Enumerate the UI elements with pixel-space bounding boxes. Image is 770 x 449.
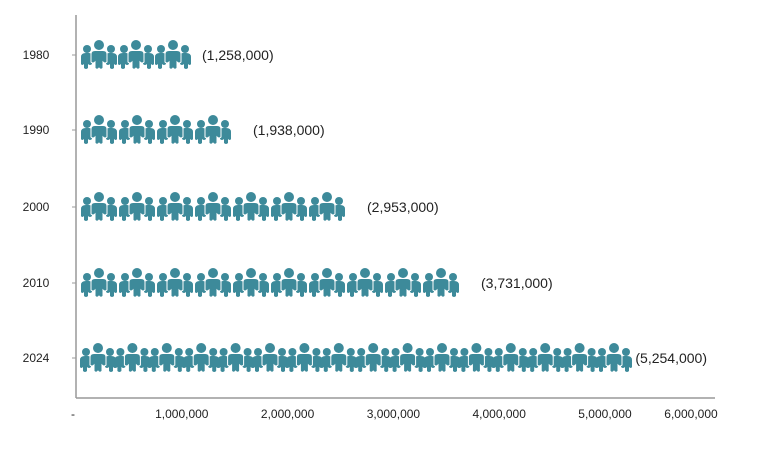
x-tick-label: 4,000,000	[473, 407, 527, 421]
y-category-label: 2024	[23, 351, 50, 365]
x-tick-label: 2,000,000	[261, 407, 315, 421]
data-label: (5,254,000)	[635, 350, 707, 366]
people-group-icon	[309, 192, 345, 222]
people-group-icon	[233, 192, 269, 222]
data-label: (1,938,000)	[253, 122, 325, 138]
people-group-icon	[81, 192, 117, 222]
people-group-icon	[81, 40, 117, 70]
x-tick-label: 6,000,000	[664, 407, 718, 421]
y-category-label: 2000	[23, 200, 50, 214]
people-group-icon	[271, 192, 307, 222]
y-category-label: 1990	[23, 123, 50, 137]
people-group-icon	[492, 343, 529, 373]
people-group-icon	[148, 343, 185, 373]
people-group-icon	[183, 343, 220, 373]
people-group-icon	[157, 268, 193, 298]
people-group-icon	[385, 268, 421, 298]
people-group-icon	[81, 115, 117, 145]
people-group-icon	[119, 268, 155, 298]
people-group-icon	[119, 192, 155, 222]
bar-2010	[81, 268, 459, 298]
x-tick-label: 3,000,000	[367, 407, 421, 421]
people-group-icon	[424, 343, 460, 373]
bar-1990	[81, 115, 231, 145]
y-category-label: 2010	[23, 276, 50, 290]
data-label: (2,953,000)	[367, 199, 439, 215]
people-group-icon	[561, 343, 598, 373]
people-group-icon	[233, 268, 269, 298]
bar-2024	[80, 343, 632, 373]
people-group-icon	[355, 343, 392, 373]
people-group-icon	[157, 192, 193, 222]
x-tick-label: 5,000,000	[578, 407, 632, 421]
people-group-icon	[252, 343, 288, 373]
bar-1980	[81, 40, 191, 70]
x-tick-label: -	[71, 407, 75, 421]
data-label: (1,258,000)	[202, 47, 274, 63]
people-group-icon	[157, 115, 193, 145]
people-group-icon	[320, 343, 357, 373]
people-group-icon	[389, 343, 426, 373]
people-group-icon	[80, 343, 116, 373]
people-group-icon	[195, 115, 231, 145]
people-group-icon	[195, 192, 231, 222]
people-group-icon	[271, 268, 307, 298]
bar-2000	[81, 192, 345, 222]
y-category-label: 1980	[23, 48, 50, 62]
people-group-icon	[81, 268, 117, 298]
people-group-icon	[309, 268, 345, 298]
people-group-icon	[286, 343, 323, 373]
people-group-icon	[423, 268, 459, 298]
people-group-icon	[527, 343, 564, 373]
people-group-icon	[596, 343, 632, 373]
x-tick-label: 1,000,000	[155, 407, 209, 421]
people-group-icon	[155, 40, 191, 70]
data-label: (3,731,000)	[481, 275, 553, 291]
people-group-icon	[347, 268, 383, 298]
people-group-icon	[119, 115, 155, 145]
people-group-icon	[195, 268, 231, 298]
people-group-icon	[118, 40, 154, 70]
people-group-icon	[458, 343, 495, 373]
people-group-icon	[114, 343, 151, 373]
people-group-icon	[217, 343, 254, 373]
